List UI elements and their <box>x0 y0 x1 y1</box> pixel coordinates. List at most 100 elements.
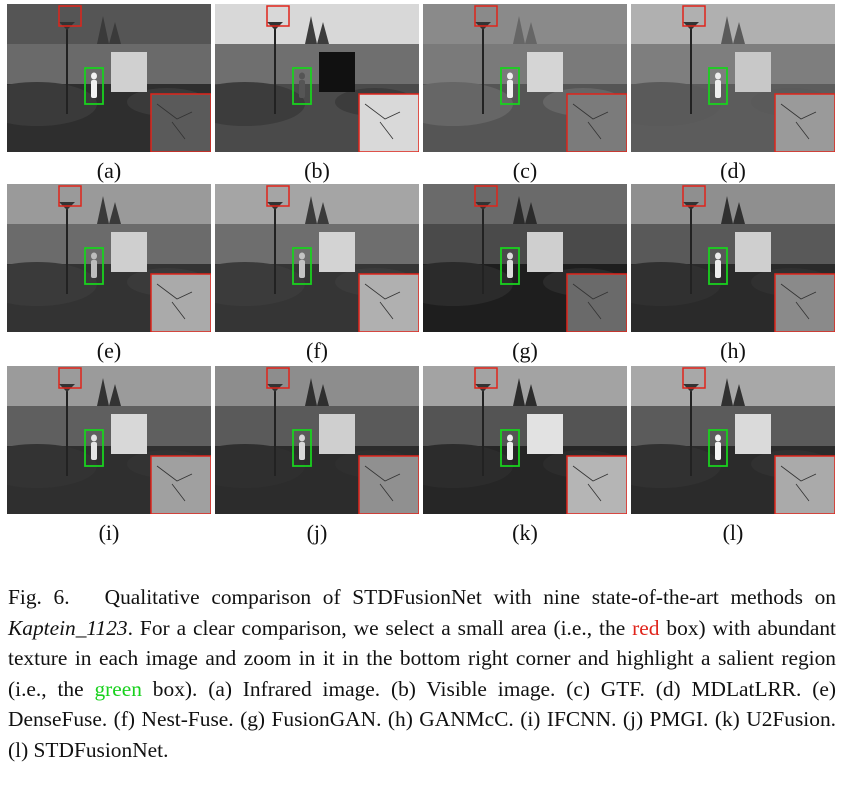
tree <box>721 16 733 44</box>
lit-doorway <box>527 232 563 272</box>
tree <box>317 202 329 224</box>
lit-doorway <box>319 414 355 454</box>
panel-label: (e) <box>96 338 122 363</box>
bushes <box>7 82 97 126</box>
tree <box>733 202 745 224</box>
green-highlight-box <box>84 247 104 285</box>
tree <box>733 22 745 44</box>
figure-caption: Fig. 6. Qualitative comparison of STDFus… <box>8 582 836 765</box>
person-head <box>507 252 513 260</box>
building-wall <box>631 224 835 264</box>
zoom-branch-texture <box>572 465 609 502</box>
person-body <box>715 80 721 98</box>
green-highlight-box <box>292 67 312 105</box>
figure-number: Fig. 6. <box>8 585 70 609</box>
caption-text-4: box). (a) Infrared image. (b) Visible im… <box>8 676 836 762</box>
building-wall <box>423 44 627 84</box>
bushes <box>215 262 305 306</box>
zoom-inset <box>358 455 419 514</box>
person-body <box>507 80 513 98</box>
dataset-name: Kaptein_1123 <box>8 615 128 640</box>
bushes <box>423 82 513 126</box>
person-body <box>299 442 305 460</box>
tree <box>513 196 525 224</box>
building-wall <box>215 406 419 446</box>
person-head <box>299 252 305 260</box>
gtf-image <box>423 4 627 152</box>
tree <box>317 22 329 44</box>
person-head <box>299 72 305 80</box>
zoom-branch-texture <box>364 103 401 140</box>
tree <box>305 16 317 44</box>
person-head <box>91 252 97 260</box>
panel-label: (g) <box>512 338 538 363</box>
sky <box>631 4 835 44</box>
sky <box>423 184 627 224</box>
building-wall <box>423 406 627 446</box>
zoom-inset <box>358 93 419 152</box>
person-head <box>299 434 305 442</box>
red-highlight-box <box>266 367 290 389</box>
pmgi-image <box>215 366 419 514</box>
tree <box>317 384 329 406</box>
lit-doorway <box>735 414 771 454</box>
person-body <box>299 260 305 278</box>
person-head <box>91 434 97 442</box>
green-highlight-box <box>708 429 728 467</box>
person-body <box>91 260 97 278</box>
tree <box>97 378 109 406</box>
person-body <box>91 442 97 460</box>
tree <box>109 202 121 224</box>
lit-doorway <box>111 414 147 454</box>
panel-label: (k) <box>512 520 538 545</box>
zoom-inset <box>150 93 211 152</box>
panel-label: (a) <box>96 158 122 183</box>
ifcnn-image <box>7 366 211 514</box>
sky <box>423 4 627 44</box>
sky <box>7 366 211 406</box>
caption-text-1: Qualitative comparison of STDFusionNet w… <box>104 585 837 609</box>
densefuse-image <box>7 184 211 332</box>
building-wall <box>215 224 419 264</box>
zoom-inset <box>566 455 627 514</box>
zoom-branch-texture <box>156 103 193 140</box>
bushes <box>631 444 721 488</box>
red-highlight-box <box>474 367 498 389</box>
green-highlight-box <box>708 247 728 285</box>
zoom-inset <box>774 93 835 152</box>
red-highlight-box <box>474 5 498 27</box>
zoom-inset <box>150 455 211 514</box>
lit-doorway <box>735 52 771 92</box>
building-wall <box>7 406 211 446</box>
green-word: green <box>94 676 142 701</box>
person-body <box>715 260 721 278</box>
tree <box>109 384 121 406</box>
green-highlight-box <box>84 429 104 467</box>
sky <box>7 184 211 224</box>
red-highlight-box <box>266 5 290 27</box>
tree <box>97 196 109 224</box>
panel-label: (l) <box>722 520 744 545</box>
building-wall <box>7 224 211 264</box>
visible-image <box>215 4 419 152</box>
bushes <box>7 444 97 488</box>
sky <box>631 184 835 224</box>
building-wall <box>631 406 835 446</box>
zoom-inset <box>566 93 627 152</box>
red-highlight-box <box>474 185 498 207</box>
zoom-branch-texture <box>780 465 817 502</box>
bushes <box>423 444 513 488</box>
person-head <box>507 434 513 442</box>
mdlatlrr-image <box>631 4 835 152</box>
ganmcc-image <box>631 184 835 332</box>
tree <box>305 196 317 224</box>
person-body <box>91 80 97 98</box>
tree <box>513 16 525 44</box>
person-body <box>299 80 305 98</box>
red-highlight-box <box>58 367 82 389</box>
panel-label: (b) <box>304 158 330 183</box>
lit-doorway <box>319 232 355 272</box>
person-head <box>715 72 721 80</box>
green-highlight-box <box>708 67 728 105</box>
green-highlight-box <box>84 67 104 105</box>
